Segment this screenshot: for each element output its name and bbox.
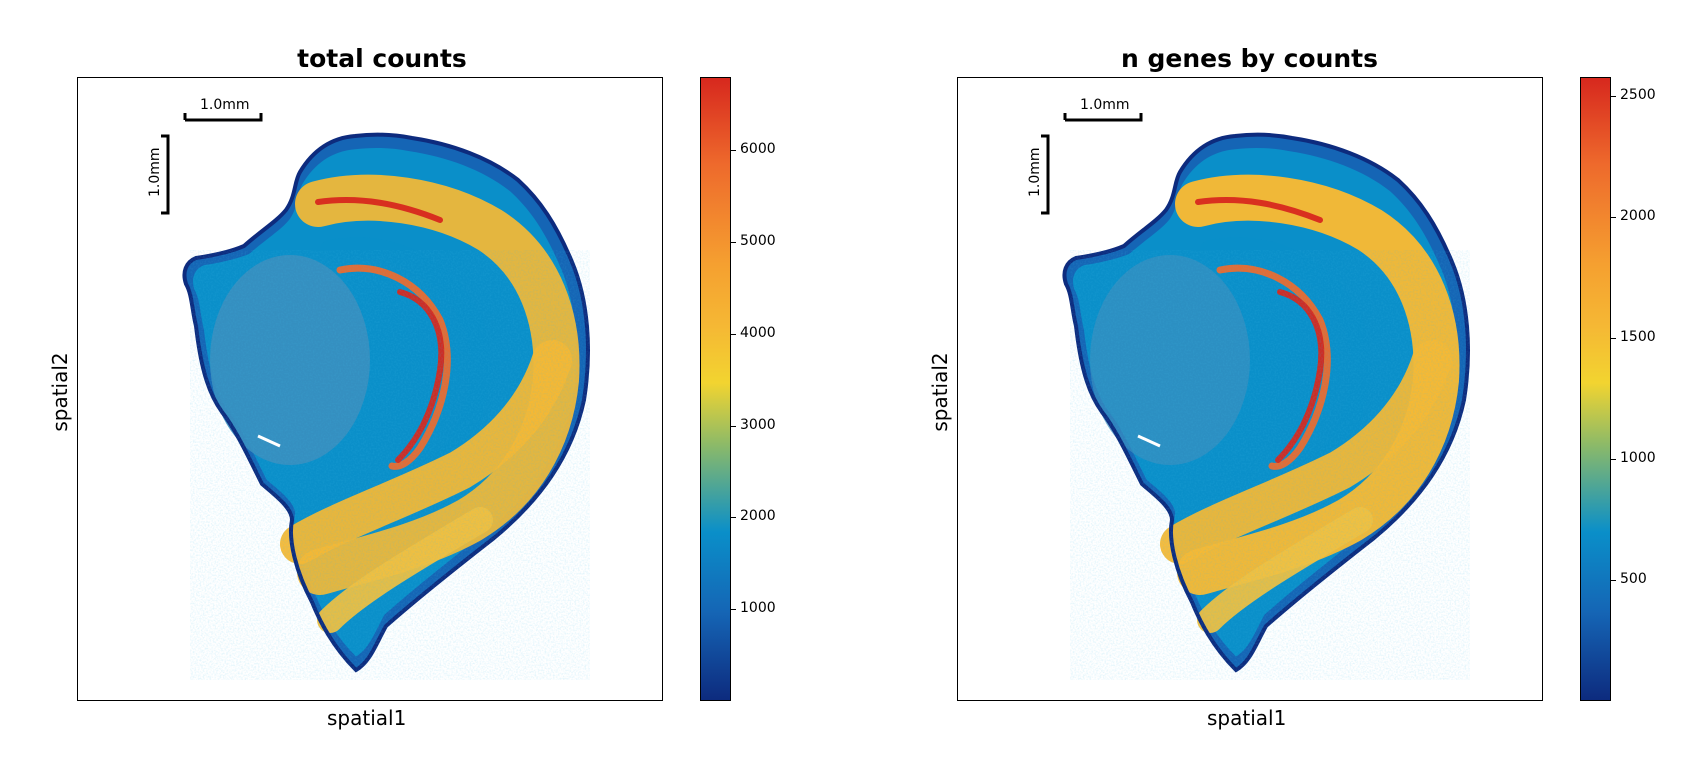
colorbar-tick-mark xyxy=(731,426,736,427)
colorbar-tick-label: 5000 xyxy=(740,233,776,249)
colorbar-n-genes-by-counts xyxy=(1580,77,1611,701)
scalebar-horizontal xyxy=(1063,113,1143,122)
tissue-band xyxy=(315,197,443,223)
colorbar-tick-mark xyxy=(731,334,736,335)
colorbar-tick-label: 3000 xyxy=(740,417,776,433)
colorbar-tick-label: 4000 xyxy=(740,325,776,341)
tissue-tear xyxy=(1137,434,1161,448)
colorbar-tick-label: 1500 xyxy=(1620,329,1656,345)
colorbar-tick-label: 1000 xyxy=(1620,450,1656,466)
colorbar-tick-mark xyxy=(1611,459,1616,460)
colorbar-tick-mark xyxy=(731,517,736,518)
colorbar-tick-mark xyxy=(731,150,736,151)
colorbar-tick-label: 2000 xyxy=(740,508,776,524)
colorbar-tick-label: 2500 xyxy=(1620,87,1656,103)
tissue-map-n-genes-by-counts xyxy=(1062,132,1470,680)
scalebar-horizontal-label-total-counts: 1.0mm xyxy=(200,97,250,113)
scalebar-vertical xyxy=(1041,134,1050,215)
x-axis-label-total-counts: spatial1 xyxy=(327,706,407,730)
colorbar-tick-label: 6000 xyxy=(740,141,776,157)
colorbar-tick-label: 500 xyxy=(1620,571,1647,587)
colorbar-tick-mark xyxy=(731,609,736,610)
scalebar-horizontal-label-n-genes-by-counts: 1.0mm xyxy=(1080,97,1130,113)
tissue-texture xyxy=(190,250,590,680)
colorbar-tick-mark xyxy=(1611,217,1616,218)
panel-title-total-counts: total counts xyxy=(297,44,467,73)
tissue-band xyxy=(1195,197,1323,223)
colorbar-tick-mark xyxy=(1611,96,1616,97)
scalebar-horizontal xyxy=(183,113,263,122)
colorbar-total-counts xyxy=(700,77,731,701)
x-axis-label-n-genes-by-counts: spatial1 xyxy=(1207,706,1287,730)
colorbar-tick-mark xyxy=(1611,580,1616,581)
tissue-texture xyxy=(1070,250,1470,680)
colorbar-tick-label: 2000 xyxy=(1620,208,1656,224)
tissue-tear xyxy=(257,434,281,448)
colorbar-tick-mark xyxy=(731,242,736,243)
panel-title-n-genes-by-counts: n genes by counts xyxy=(1120,44,1378,73)
scalebar-vertical xyxy=(161,134,170,215)
tissue-map-total-counts xyxy=(182,132,590,680)
colorbar-tick-mark xyxy=(1611,338,1616,339)
scalebars xyxy=(161,113,1143,215)
colorbar-tick-label: 1000 xyxy=(740,600,776,616)
